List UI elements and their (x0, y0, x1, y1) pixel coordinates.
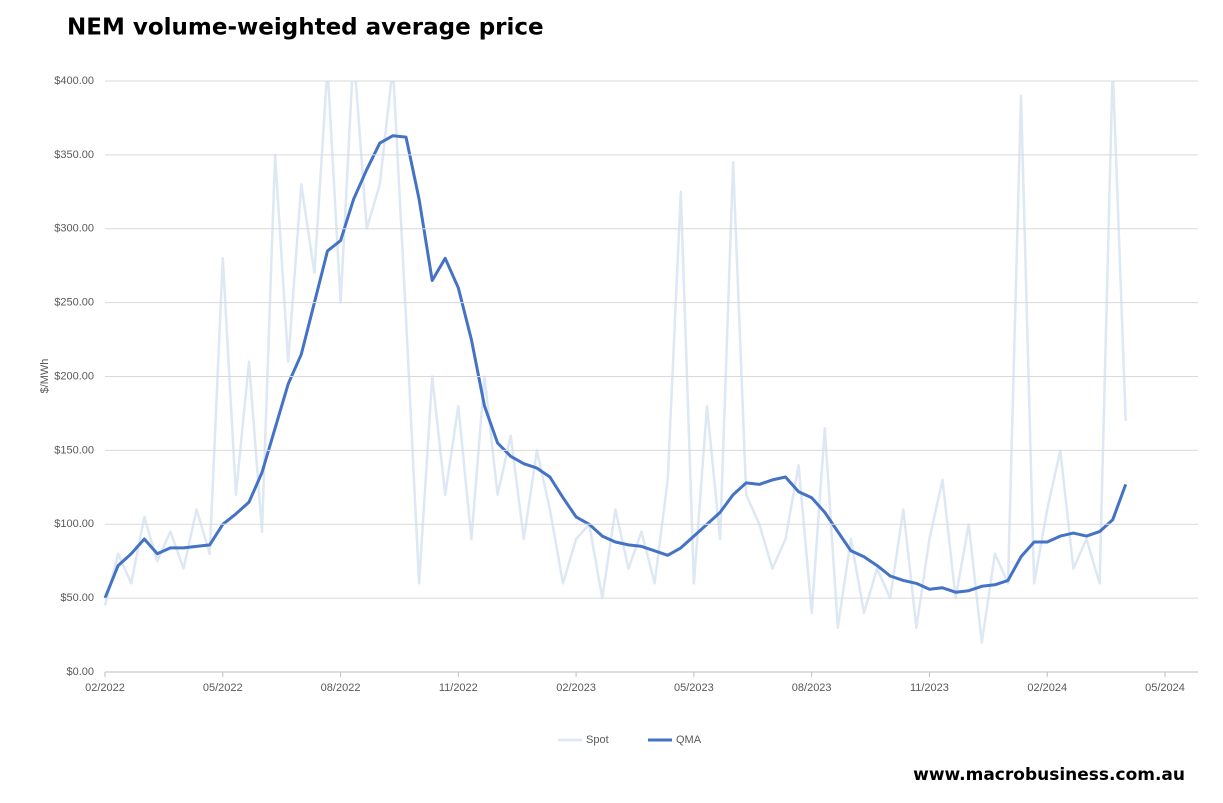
x-tick-label: 11/2023 (910, 682, 949, 694)
x-tick-label: 05/2023 (674, 682, 714, 694)
series-line (103, 81, 1127, 644)
y-tick-label: $300.00 (54, 223, 94, 235)
y-axis-label: $/MWh (39, 359, 51, 394)
y-tick-label: $100.00 (54, 518, 94, 530)
x-tick-label: 02/2023 (556, 682, 596, 694)
y-tick-label: $50.00 (60, 592, 94, 604)
y-tick-label: $150.00 (54, 444, 94, 456)
y-tick-label: $350.00 (54, 149, 94, 161)
y-tick-label: $200.00 (54, 370, 94, 382)
x-tick-label: 08/2023 (792, 682, 832, 694)
y-tick-label: $250.00 (54, 297, 94, 309)
x-tick-label: 02/2024 (1027, 682, 1067, 694)
legend-label: Spot (586, 734, 609, 746)
x-tick-label: 08/2022 (321, 682, 361, 694)
chart-title: NEM volume-weighted average price (67, 15, 544, 41)
x-tick-label: 02/2022 (85, 682, 125, 694)
x-tick-label: 05/2024 (1145, 682, 1185, 694)
plot-area (103, 81, 1128, 644)
y-tick-label: $0.00 (66, 666, 94, 678)
y-tick-label: $400.00 (54, 75, 94, 87)
legend-label: QMA (676, 734, 702, 746)
x-tick-label: 11/2022 (439, 682, 478, 694)
footer: www.macrobusiness.com.au (913, 765, 1185, 785)
series-line (103, 134, 1128, 599)
x-tick-label: 05/2022 (203, 682, 243, 694)
